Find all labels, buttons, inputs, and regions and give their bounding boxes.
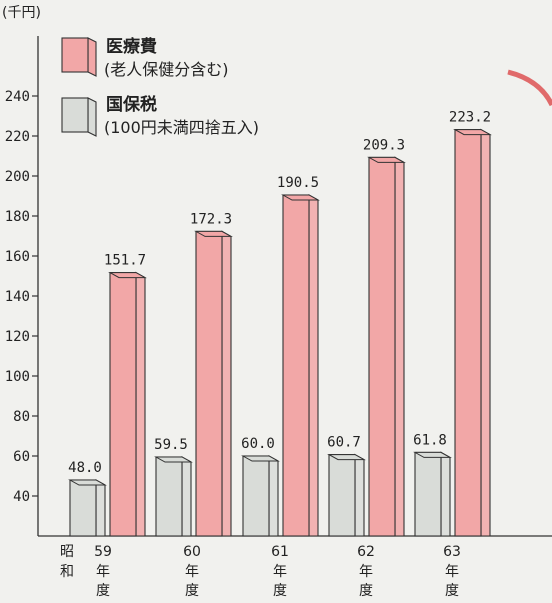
legend-title-medical: 医療費 — [106, 36, 157, 57]
legend-note-tax: (100円未満四捨五入) — [104, 118, 259, 137]
category-label-year: 63 — [443, 544, 461, 560]
tax-bar-top — [327, 454, 366, 461]
medical-bar-side — [135, 271, 146, 537]
category-label-year: 60 — [183, 544, 201, 560]
tax-bar-front — [69, 479, 97, 537]
medical-bar-value-label: 209.3 — [363, 137, 405, 153]
legend: 医療費 (老人保健分含む) 国保税 (100円未満四捨五入) — [61, 36, 259, 137]
category-label-char: 年 — [273, 564, 287, 580]
category-label-char: 年 — [96, 564, 110, 580]
y-tick-label: 100 — [5, 369, 30, 385]
medical-bar-front — [368, 156, 396, 537]
tax-bar-side — [181, 456, 192, 537]
tax-bar-side — [440, 451, 451, 537]
category-label-char: 度 — [96, 583, 110, 599]
y-tick-label: 80 — [13, 409, 30, 425]
medical-bar-side — [394, 156, 405, 537]
tax-bar-top — [413, 451, 452, 458]
category-label-char: 度 — [445, 583, 459, 599]
axes: 40 60 80 100 120 140 160 180 200 220 240 — [5, 36, 552, 537]
legend-swatch-tax — [61, 97, 89, 133]
tax-bar-front — [155, 456, 183, 537]
y-tick-label: 140 — [5, 289, 30, 305]
medical-bar-top — [367, 156, 406, 163]
tax-bar — [327, 453, 366, 537]
y-tick-label: 60 — [13, 449, 30, 465]
medical-bar — [453, 128, 492, 537]
category-label-char: 度 — [273, 583, 287, 599]
tax-bar-top — [68, 479, 107, 486]
y-tick-label: 180 — [5, 209, 30, 225]
tax-bar-value-label: 61.8 — [413, 432, 447, 448]
medical-bar — [194, 230, 233, 537]
tax-bar — [241, 455, 280, 537]
category-label-year: 61 — [271, 544, 289, 560]
tax-bar-value-label: 60.7 — [327, 435, 361, 451]
tax-bar-side — [354, 453, 365, 537]
tax-bar-value-label: 59.5 — [154, 437, 188, 453]
tax-bar-front — [328, 454, 356, 537]
medical-bar-top — [281, 194, 320, 201]
legend-note-medical: (老人保健分含む) — [104, 60, 229, 79]
medical-bar-side — [308, 194, 319, 537]
y-tick-label: 120 — [5, 329, 30, 345]
medical-bar-front — [109, 272, 137, 537]
category-label-year: 62 — [357, 544, 375, 560]
medical-bar-front — [195, 230, 223, 537]
medical-bar-front — [454, 129, 482, 537]
tax-bar-value-label: 60.0 — [241, 436, 275, 452]
medical-bar-value-label: 172.3 — [190, 211, 232, 227]
decorative-arc — [507, 69, 552, 107]
legend-swatch-medical-side — [87, 37, 97, 77]
y-tick-label: 220 — [5, 129, 30, 145]
tax-bar-side — [268, 455, 279, 537]
medical-bar — [367, 156, 406, 537]
era-prefix-char: 和 — [60, 564, 74, 580]
tax-bar-top — [154, 456, 193, 463]
category-label-char: 年 — [445, 564, 459, 580]
y-tick-label: 240 — [5, 89, 30, 105]
medical-bar-value-label: 151.7 — [104, 253, 146, 269]
era-prefix-char: 昭 — [60, 544, 74, 560]
medical-bar-top — [453, 129, 492, 136]
medical-bar-front — [282, 194, 310, 537]
medical-bar-side — [480, 128, 491, 537]
legend-title-tax: 国保税 — [106, 94, 157, 115]
tax-bar — [68, 479, 107, 537]
tax-bar-top — [241, 455, 280, 462]
y-tick-label: 200 — [5, 169, 30, 185]
medical-bar-top — [194, 230, 233, 237]
tax-bar — [413, 451, 452, 537]
tax-bar-side — [95, 479, 106, 537]
tax-bar — [154, 456, 193, 537]
category-label-char: 年 — [185, 564, 199, 580]
medical-bar-value-label: 223.2 — [449, 110, 491, 126]
category-label-char: 年 — [359, 564, 373, 580]
category-label-char: 度 — [185, 583, 199, 599]
category-label-year: 59 — [94, 544, 112, 560]
y-tick-label: 40 — [13, 489, 30, 505]
tax-bar-front — [414, 451, 442, 537]
medical-bar-value-label: 190.5 — [277, 175, 319, 191]
bars: 48.0 151.7 59.5 172.3 60.0 190.5 60.7 209.3 61.8… — [68, 110, 492, 537]
medical-bar — [108, 271, 147, 537]
medical-bar-side — [221, 230, 232, 537]
y-axis-unit: (千円) — [2, 5, 41, 21]
legend-swatch-medical — [61, 37, 89, 73]
tax-bar-front — [242, 455, 270, 537]
medical-bar — [281, 194, 320, 537]
y-tick-label: 160 — [5, 249, 30, 265]
tax-bar-value-label: 48.0 — [68, 460, 102, 476]
medical-bar-top — [108, 272, 147, 279]
category-label-char: 度 — [359, 583, 373, 599]
legend-swatch-tax-side — [87, 97, 97, 137]
